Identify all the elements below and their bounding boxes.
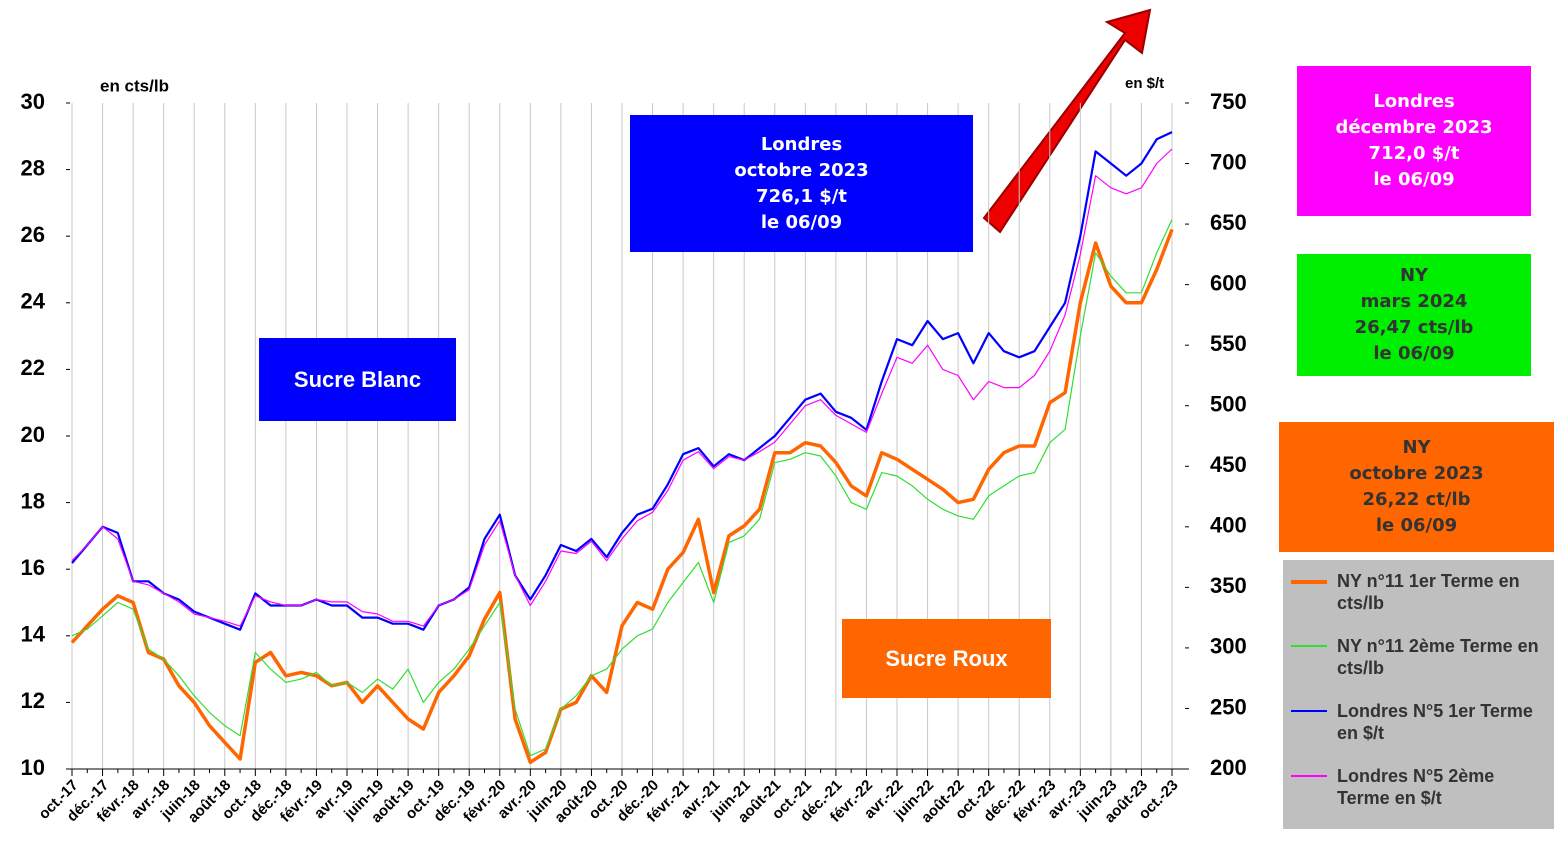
trend-arrow: [982, 8, 1152, 234]
info-line: le 06/09: [1373, 169, 1455, 190]
legend-swatch: [1291, 775, 1327, 777]
info-line: Sucre Roux: [885, 645, 1008, 671]
legend-swatch: [1291, 710, 1327, 713]
y-tick-label: 28: [21, 155, 45, 180]
y-tick-label: 24: [21, 289, 46, 314]
legend: NY n°11 1er Terme en cts/lb NY n°11 2ème …: [1283, 560, 1554, 829]
info-line: le 06/09: [1373, 343, 1455, 364]
y2-tick-label: 750: [1210, 89, 1247, 114]
y2-tick-label: 650: [1210, 210, 1247, 235]
info-line: octobre 2023: [734, 159, 869, 181]
info-line: 26,22 ct/lb: [1362, 489, 1471, 510]
info-box: NY mars 2024 26,47 cts/lb le 06/09: [1297, 254, 1531, 376]
info-line: NY: [1399, 265, 1429, 286]
y2-tick-label: 600: [1210, 270, 1247, 295]
y-tick-label: 18: [21, 488, 45, 513]
info-line: mars 2024: [1360, 291, 1468, 312]
y-axis-label: en cts/lb: [100, 76, 169, 95]
y-tick-label: 26: [21, 222, 45, 247]
legend-swatch: [1291, 645, 1327, 647]
y2-tick-label: 400: [1210, 513, 1247, 538]
info-line: NY: [1402, 437, 1431, 458]
y-tick-label: 16: [21, 555, 45, 580]
info-box: Sucre Roux: [842, 619, 1051, 698]
info-line: 712,0 $/t: [1368, 143, 1460, 164]
info-box: Sucre Blanc: [259, 338, 456, 421]
info-box: Londres octobre 2023 726,1 $/t le 06/09: [630, 115, 973, 252]
series-line: [71, 131, 1173, 631]
info-line: le 06/09: [1375, 515, 1458, 536]
y2-tick-label: 500: [1210, 392, 1247, 417]
y2-tick-label: 250: [1210, 694, 1247, 719]
y2-axis-label: en $/t: [1125, 75, 1164, 92]
legend-label: Londres N°5 1er Terme en $/t: [1337, 701, 1533, 743]
series-line: [71, 219, 1173, 757]
info-line: Londres: [760, 133, 843, 155]
y-tick-label: 22: [21, 355, 45, 380]
info-line: décembre 2023: [1335, 117, 1493, 138]
y2-tick-label: 200: [1210, 755, 1247, 780]
legend-label: NY n°11 2ème Terme en cts/lb: [1337, 636, 1539, 678]
info-line: octobre 2023: [1349, 463, 1484, 484]
info-line: 26,47 cts/lb: [1354, 317, 1474, 338]
legend-label: Londres N°5 2ème Terme en $/t: [1337, 766, 1495, 808]
info-box: Londres décembre 2023 712,0 $/t le 06/09: [1297, 66, 1531, 216]
y-tick-label: 12: [21, 688, 45, 713]
legend-swatch: [1291, 580, 1327, 584]
info-line: 726,1 $/t: [756, 185, 847, 207]
info-line: Sucre Blanc: [293, 366, 422, 392]
legend-label: NY n°11 1er Terme en cts/lb: [1337, 571, 1520, 613]
series-line: [70, 228, 1174, 765]
y2-tick-label: 300: [1210, 634, 1247, 659]
y2-tick-label: 700: [1210, 149, 1247, 174]
info-box: NY octobre 2023 26,22 ct/lb le 06/09: [1279, 422, 1554, 552]
y2-tick-label: 550: [1210, 331, 1247, 356]
series-line: [71, 148, 1173, 627]
info-line: le 06/09: [760, 211, 843, 233]
y2-tick-label: 350: [1210, 573, 1247, 598]
y2-tick-label: 450: [1210, 452, 1247, 477]
y-tick-label: 30: [21, 89, 45, 114]
y-tick-label: 14: [21, 622, 46, 647]
info-line: Londres: [1373, 91, 1455, 112]
y-tick-label: 10: [21, 755, 45, 780]
y-tick-label: 20: [21, 422, 45, 447]
